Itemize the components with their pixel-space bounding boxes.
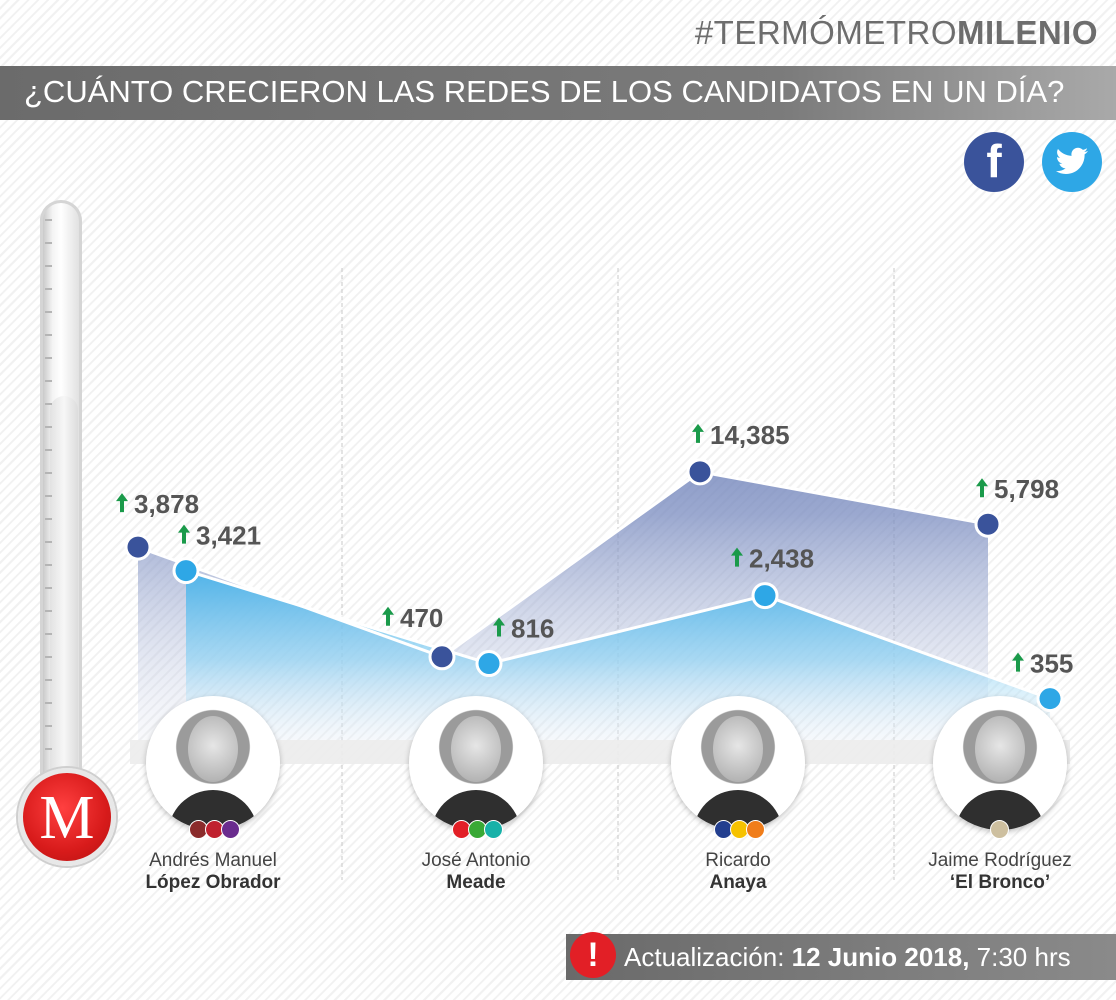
increase-arrow-icon — [692, 423, 704, 443]
facebook-data-label: 5,798 — [976, 474, 1059, 504]
photo-face — [975, 716, 1025, 782]
twitter-data-label: 2,438 — [731, 544, 814, 574]
increase-arrow-icon — [178, 524, 190, 544]
twitter-point — [1036, 685, 1064, 713]
facebook-data-label: 470 — [382, 603, 443, 633]
candidate-photo — [671, 696, 805, 830]
facebook-value: 14,385 — [710, 420, 790, 450]
facebook-point — [974, 510, 1002, 538]
photo-face — [451, 716, 501, 782]
thermometer-ticks — [45, 219, 52, 750]
twitter-area — [186, 570, 1050, 740]
facebook-data-label: 3,878 — [116, 489, 199, 519]
candidate-name: José Antonio Meade — [356, 850, 596, 894]
twitter-bird-icon — [1055, 147, 1088, 174]
column-dividers — [341, 268, 895, 880]
twitter-point — [172, 557, 200, 585]
photo-face — [713, 716, 763, 782]
candidate-first-name: Andrés Manuel — [149, 850, 277, 871]
candidate-last-name: ‘El Bronco’ — [949, 872, 1051, 893]
facebook-glyph: f — [986, 135, 1002, 187]
update-banner: Actualización: 12 Junio 2018, 7:30 hrs — [566, 934, 1116, 980]
candidate-photo — [933, 696, 1067, 830]
party-dots — [714, 820, 765, 839]
update-time: 7:30 hrs — [976, 942, 1071, 972]
increase-arrow-icon — [731, 547, 743, 567]
facebook-value: 470 — [400, 603, 443, 633]
twitter-value: 3,421 — [196, 521, 261, 551]
facebook-point — [124, 533, 152, 561]
increase-arrow-icon — [1012, 652, 1024, 672]
party-dot — [990, 820, 1009, 839]
milenio-logo: M — [18, 768, 116, 866]
candidate-first-name: José Antonio — [421, 850, 531, 871]
candidate-photo — [409, 696, 543, 830]
party-dots — [189, 820, 240, 839]
twitter-point — [475, 650, 503, 678]
facebook-value: 5,798 — [994, 474, 1059, 504]
twitter-icon — [1042, 132, 1102, 192]
photo-face — [188, 716, 238, 782]
increase-arrow-icon — [493, 617, 505, 637]
milenio-logo-letter: M — [39, 784, 95, 852]
brand-hashtag: #TERMÓMETROMILENIO — [695, 14, 1098, 52]
twitter-value: 355 — [1030, 649, 1073, 679]
facebook-data-label: 14,385 — [692, 420, 790, 450]
twitter-data-label: 355 — [1012, 649, 1073, 679]
thermometer-level — [50, 396, 78, 816]
chart-baseline — [130, 740, 1070, 764]
party-dot — [746, 820, 765, 839]
party-dots — [990, 820, 1009, 839]
alert-icon: ! — [570, 932, 616, 978]
increase-arrow-icon — [116, 493, 128, 513]
candidate-name: Jaime Rodríguez ‘El Bronco’ — [880, 850, 1116, 894]
facebook-icon: f — [964, 132, 1024, 192]
twitter-point — [751, 582, 779, 610]
increase-arrow-icon — [976, 478, 988, 498]
update-date: 12 Junio 2018, — [791, 942, 970, 972]
party-dots — [452, 820, 503, 839]
candidate-last-name: Anaya — [709, 872, 767, 893]
candidate-last-name: López Obrador — [145, 872, 281, 893]
twitter-value: 816 — [511, 614, 554, 644]
brand-bold: MILENIO — [957, 14, 1098, 51]
title-bar: ¿CUÁNTO CRECIERON LAS REDES DE LOS CANDI… — [0, 66, 1116, 120]
twitter-data-label: 816 — [493, 614, 554, 644]
page-title: ¿CUÁNTO CRECIERON LAS REDES DE LOS CANDI… — [24, 74, 1065, 109]
party-dot — [484, 820, 503, 839]
candidate-name: Ricardo Anaya — [618, 850, 858, 894]
facebook-value: 3,878 — [134, 489, 199, 519]
candidate-name: Andrés Manuel López Obrador — [93, 850, 333, 894]
thermometer: M — [18, 200, 116, 870]
candidate-first-name: Ricardo — [705, 850, 771, 871]
candidate-last-name: Meade — [446, 872, 506, 893]
facebook-point — [686, 458, 714, 486]
twitter-value: 2,438 — [749, 544, 814, 574]
candidate-first-name: Jaime Rodríguez — [928, 850, 1072, 871]
brand-prefix: #TERMÓMETRO — [694, 14, 957, 51]
facebook-point — [428, 643, 456, 671]
party-dot — [221, 820, 240, 839]
candidate-photo — [146, 696, 280, 830]
update-label: Actualización: — [624, 942, 785, 972]
increase-arrow-icon — [382, 606, 394, 626]
twitter-line — [185, 569, 1051, 701]
twitter-data-label: 3,421 — [178, 521, 261, 551]
